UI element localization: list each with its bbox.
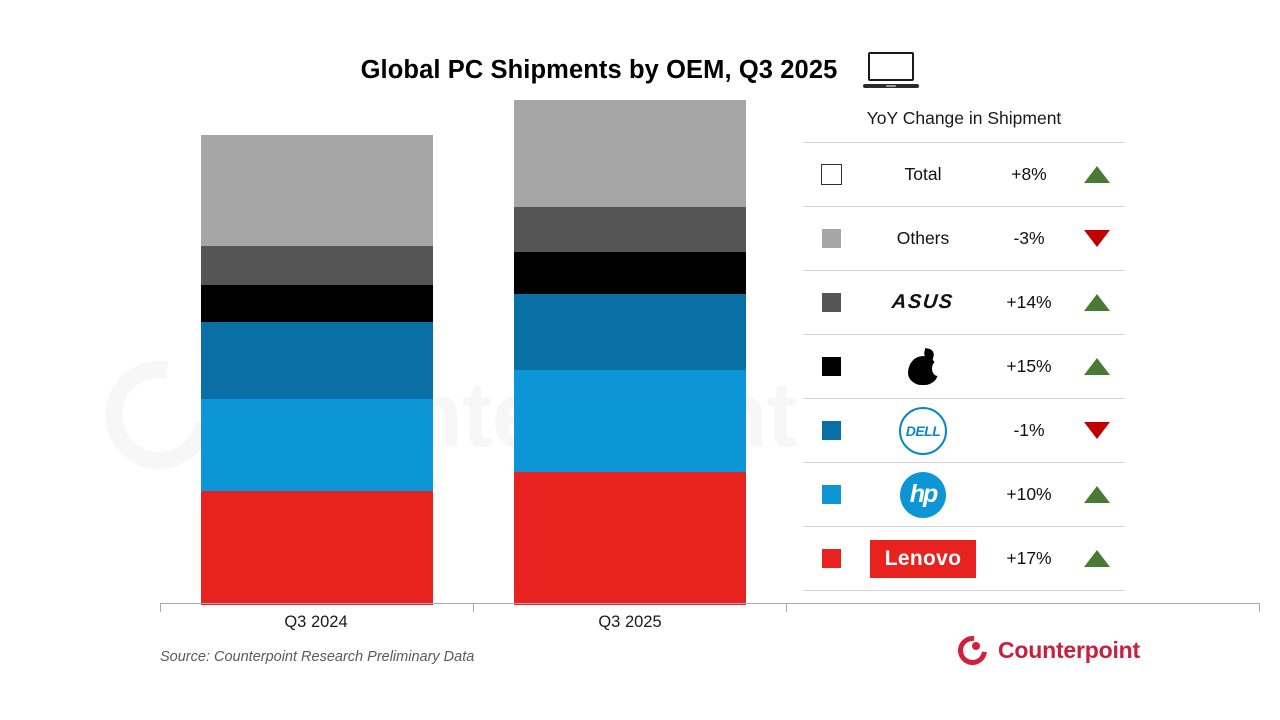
legend-color-swatch-hp	[821, 485, 841, 504]
legend-row-apple[interactable]: +15%	[804, 334, 1124, 398]
counterpoint-dot	[972, 642, 980, 650]
legend-brand-cell-asus: ASUS	[858, 271, 988, 334]
legend-swatch-cell-total	[804, 164, 858, 185]
legend-row-others[interactable]: Others -3%	[804, 206, 1124, 270]
legend-brand-cell-others: Others	[858, 207, 988, 270]
counterpoint-wordmark: Counterpoint	[998, 637, 1140, 663]
legend-brand-cell-dell: DELL	[858, 399, 988, 462]
legend-swatch-cell-dell	[804, 421, 858, 440]
legend-color-swatch-apple	[821, 357, 841, 376]
counterpoint-logo: Counterpoint	[952, 630, 1140, 671]
legend-row-dell[interactable]: DELL -1%	[804, 398, 1124, 462]
legend-brand-cell-total: Total	[858, 143, 988, 206]
bar-segment-asus	[514, 206, 746, 252]
bar-segment-asus	[201, 245, 433, 285]
bar-segment-dell	[514, 294, 746, 371]
bar-segment-apple	[514, 251, 746, 295]
legend-brand-cell-lenovo: Lenovo	[858, 527, 988, 590]
bar-segment-others	[201, 135, 433, 246]
legend-brand-cell-hp: hp	[858, 463, 988, 526]
legend-swatch-cell-apple	[804, 357, 858, 376]
triangle-down-icon	[1084, 422, 1110, 439]
legend-value-asus: +14%	[1006, 292, 1052, 312]
legend-arrow-cell-apple	[1070, 358, 1124, 375]
laptop-notch	[886, 84, 897, 87]
bar-segment-dell	[201, 322, 433, 400]
axis-tick-mid	[473, 603, 474, 612]
dell-wordmark: DELL	[905, 422, 941, 439]
legend-title: YoY Change in Shipment	[866, 108, 1062, 128]
axis-tick-right	[1259, 603, 1260, 612]
chart-title-row: Global PC Shipments by OEM, Q3 2025	[0, 52, 1280, 88]
legend-value-others: -3%	[1013, 228, 1045, 248]
legend-row-total[interactable]: Total +8%	[804, 142, 1124, 206]
bar-segment-others	[514, 99, 746, 207]
laptop-screen	[868, 52, 915, 81]
counterpoint-ring	[952, 630, 993, 671]
legend-value-hp: +10%	[1006, 484, 1052, 504]
legend-color-swatch-total	[820, 164, 842, 185]
triangle-up-icon	[1084, 294, 1110, 311]
dell-logo: DELL	[899, 406, 947, 455]
page-title: Global PC Shipments by OEM, Q3 2025	[360, 55, 838, 84]
legend-rows: Total +8% Others -3% ASUS +14% +15% DELL -1% hp +1…	[804, 142, 1124, 591]
hp-wordmark: hp	[909, 480, 939, 508]
legend-arrow-cell-others	[1070, 230, 1124, 247]
legend-row-asus[interactable]: ASUS +14%	[804, 270, 1124, 334]
source-note: Source: Counterpoint Research Preliminar…	[160, 649, 475, 665]
apple-logo	[908, 347, 943, 385]
triangle-up-icon	[1084, 550, 1110, 567]
bar-q3-2024	[201, 135, 433, 605]
x-axis-line	[160, 603, 1260, 604]
legend-row-lenovo[interactable]: Lenovo +17%	[804, 526, 1124, 591]
legend-row-hp[interactable]: hp +10%	[804, 462, 1124, 526]
hp-logo: hp	[900, 471, 946, 518]
legend-value-lenovo: +17%	[1006, 548, 1052, 568]
legend-arrow-cell-total	[1070, 166, 1124, 183]
legend-swatch-cell-others	[804, 229, 858, 248]
asus-logo: ASUS	[891, 291, 955, 313]
x-axis-label-q3-2025: Q3 2025	[598, 613, 662, 631]
legend-swatch-cell-hp	[804, 485, 858, 504]
triangle-up-icon	[1084, 486, 1110, 503]
legend-swatch-cell-lenovo	[804, 549, 858, 568]
triangle-up-icon	[1084, 358, 1110, 375]
bar-segment-apple	[201, 284, 433, 323]
counterpoint-mark-icon	[952, 630, 993, 671]
legend-value-dell: -1%	[1013, 420, 1045, 440]
triangle-down-icon	[1084, 230, 1110, 247]
laptop-icon	[863, 52, 920, 88]
bar-q3-2025	[514, 99, 746, 605]
bar-segment-hp	[201, 399, 433, 491]
legend-brand-cell-apple	[858, 335, 988, 398]
lenovo-wordmark: Lenovo	[884, 546, 962, 570]
bar-segment-lenovo	[201, 490, 433, 605]
legend-color-swatch-lenovo	[821, 549, 841, 568]
legend-color-swatch-others	[821, 229, 841, 248]
axis-tick-left	[160, 603, 161, 612]
bar-segment-lenovo	[514, 471, 746, 605]
legend-arrow-cell-dell	[1070, 422, 1124, 439]
legend-value-total: +8%	[1011, 164, 1047, 184]
legend-arrow-cell-hp	[1070, 486, 1124, 503]
legend-arrow-cell-asus	[1070, 294, 1124, 311]
plot-area	[160, 99, 790, 605]
apple-bite	[932, 360, 943, 376]
legend-table: YoY Change in Shipment Total +8% Others -3%…	[804, 108, 1124, 591]
legend-arrow-cell-lenovo	[1070, 550, 1124, 567]
legend-label-total: Total	[904, 164, 942, 184]
x-axis-label-q3-2024: Q3 2024	[284, 613, 348, 631]
legend-value-apple: +15%	[1006, 356, 1052, 376]
bar-segment-hp	[514, 370, 746, 472]
legend-color-swatch-dell	[821, 421, 841, 440]
axis-tick-mid2	[786, 603, 787, 612]
legend-color-swatch-asus	[821, 293, 841, 312]
triangle-up-icon	[1084, 166, 1110, 183]
legend-label-others: Others	[896, 228, 950, 248]
lenovo-logo: Lenovo	[869, 539, 977, 578]
legend-swatch-cell-asus	[804, 293, 858, 312]
